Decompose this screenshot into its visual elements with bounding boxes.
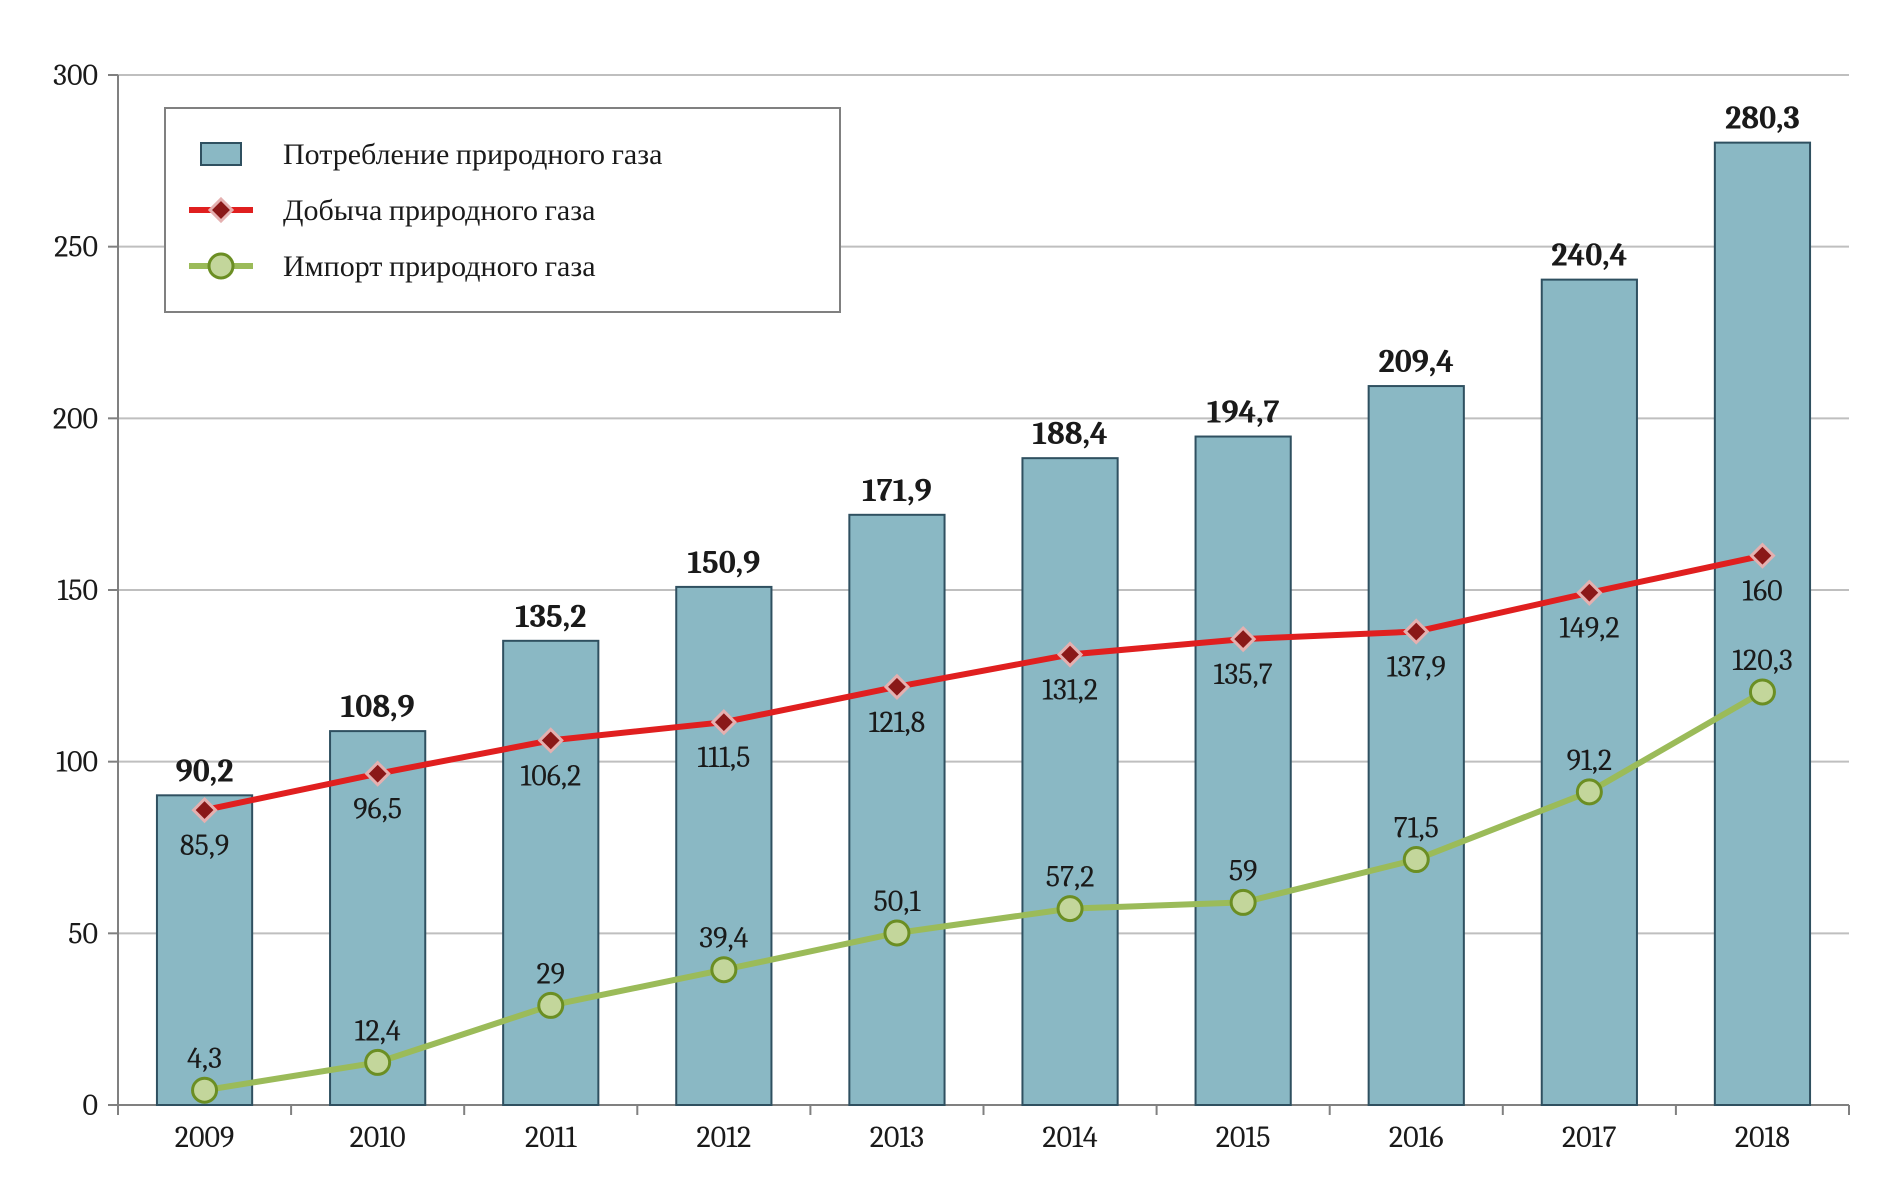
legend-bar-swatch: [201, 143, 241, 165]
legend-line1-label: Добыча природного газа: [283, 193, 595, 228]
line2-marker: [1577, 780, 1601, 804]
line1-datalabel: 106,2: [520, 758, 581, 793]
y-tick-label: 200: [53, 401, 98, 436]
x-tick-label: 2010: [350, 1120, 406, 1155]
line1-datalabel: 96,5: [353, 792, 402, 827]
line2-marker: [712, 958, 736, 982]
y-tick-label: 150: [57, 573, 98, 608]
line1-datalabel: 160: [1742, 574, 1782, 609]
y-tick-label: 50: [68, 916, 98, 951]
gas-chart: 0 50 100 150 200 250 300 2009 2010 2011 2012 2013 20…: [0, 0, 1889, 1200]
bar-datalabel: 209,4: [1379, 343, 1455, 380]
line2-marker: [193, 1078, 217, 1102]
line2-datalabel: 59: [1229, 853, 1258, 888]
line2-marker: [1231, 890, 1255, 914]
line2-datalabel: 29: [537, 956, 566, 991]
chart-svg: 0 50 100 150 200 250 300 2009 2010 2011 2012 2013 20…: [0, 0, 1889, 1200]
line2-marker: [1058, 897, 1082, 921]
bar-datalabel: 135,2: [515, 598, 586, 635]
y-tick-label: 250: [54, 230, 98, 265]
bar: [849, 515, 944, 1105]
bar-datalabel: 90,2: [176, 752, 234, 789]
line2-marker: [366, 1050, 390, 1074]
x-tick-label: 2017: [1562, 1120, 1617, 1155]
line1-datalabel: 137,9: [1387, 650, 1446, 685]
y-tick-label: 300: [53, 58, 98, 93]
line2-datalabel: 39,4: [699, 921, 748, 956]
line2-datalabel: 12,4: [355, 1013, 401, 1048]
line1-datalabel: 131,2: [1042, 673, 1098, 708]
bar-datalabel: 194,7: [1207, 394, 1280, 431]
x-tick-label: 2018: [1735, 1120, 1790, 1155]
line1-datalabel: 111,5: [697, 740, 750, 775]
bar: [1715, 143, 1810, 1105]
line1-datalabel: 149,2: [1559, 611, 1619, 646]
legend-bar-label: Потребление природного газа: [283, 137, 662, 172]
bar: [503, 641, 598, 1105]
line2-marker: [539, 993, 563, 1017]
bar: [676, 587, 771, 1105]
bar-datalabel: 240,4: [1551, 237, 1627, 274]
line1-datalabel: 135,7: [1214, 657, 1273, 692]
x-tick-label: 2012: [696, 1120, 751, 1155]
bar-datalabel: 171,9: [862, 472, 932, 509]
x-tick-label: 2009: [175, 1120, 235, 1155]
line2-datalabel: 71,5: [1394, 811, 1439, 846]
line2-datalabel: 57,2: [1046, 860, 1095, 895]
bar: [1022, 458, 1117, 1105]
x-tick-label: 2014: [1042, 1120, 1098, 1155]
bar-datalabel: 188,4: [1032, 415, 1107, 452]
line2-datalabel: 120,3: [1732, 643, 1793, 678]
y-tick-label: 0: [82, 1088, 98, 1123]
line2-marker: [1404, 848, 1428, 872]
x-tick-label: 2013: [870, 1120, 924, 1155]
bar: [1196, 437, 1291, 1105]
line2-datalabel: 50,1: [874, 884, 922, 919]
line2-datalabel: 91,2: [1567, 743, 1613, 778]
bar-datalabel: 108,9: [341, 688, 415, 725]
line2-datalabel: 4,3: [187, 1041, 222, 1076]
legend-line2-label: Импорт природного газа: [283, 249, 596, 284]
bar: [1369, 386, 1464, 1105]
bar-datalabel: 280,3: [1725, 100, 1800, 137]
x-tick-label: 2016: [1389, 1120, 1444, 1155]
x-tick-label: 2011: [525, 1120, 578, 1155]
bar: [1542, 280, 1637, 1105]
x-tick-label: 2015: [1216, 1120, 1271, 1155]
line2-marker: [1750, 680, 1774, 704]
bar-datalabel: 150,9: [687, 544, 760, 581]
y-tick-label: 100: [56, 745, 98, 780]
line2-marker: [885, 921, 909, 945]
line1-datalabel: 85,9: [180, 828, 229, 863]
legend-line2-marker: [209, 254, 233, 278]
line1-datalabel: 121,8: [869, 705, 926, 740]
